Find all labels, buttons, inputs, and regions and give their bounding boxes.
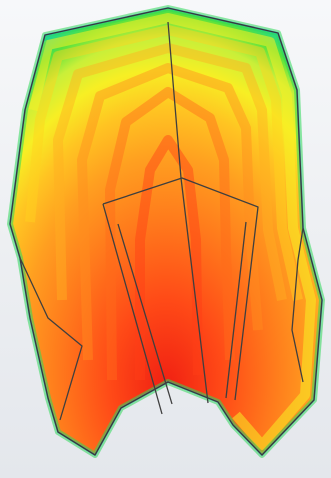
edge-centerline bbox=[167, 21, 209, 404]
contour-band bbox=[25, 25, 303, 302]
contour-bands bbox=[25, 13, 316, 450]
edge-right-inner bbox=[225, 221, 247, 399]
contour-band bbox=[28, 13, 316, 450]
edge-left-inner bbox=[117, 223, 173, 405]
contour-band bbox=[135, 135, 203, 380]
part-body bbox=[10, 8, 322, 455]
edge-left-side bbox=[19, 257, 83, 421]
contour-band bbox=[53, 43, 287, 301]
edge-left-panel bbox=[102, 177, 259, 401]
contour-band bbox=[105, 87, 235, 381]
edge-right-side bbox=[291, 227, 304, 383]
contour-band bbox=[77, 63, 263, 361]
edge-left-strut bbox=[102, 203, 163, 415]
part-outline bbox=[9, 7, 323, 456]
model-edges bbox=[19, 21, 304, 421]
